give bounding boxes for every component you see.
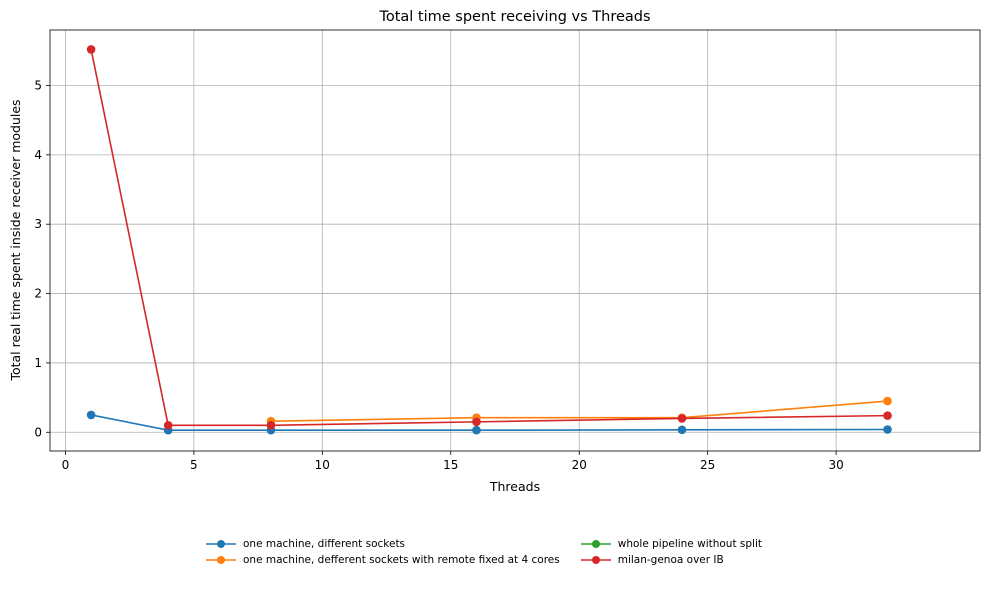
- legend-label: milan-genoa over IB: [617, 554, 724, 566]
- x-tick-label: 30: [828, 458, 843, 472]
- data-point: [883, 425, 892, 434]
- legend-swatch: [580, 540, 611, 548]
- series-3: [86, 45, 892, 430]
- y-tick-label: 1: [34, 356, 42, 370]
- legend-item: one machine, defferent sockets with remo…: [205, 554, 560, 566]
- data-point: [883, 396, 892, 406]
- series-line: [90, 414, 888, 431]
- chart-title: Total time spent receiving vs Threads: [378, 9, 650, 25]
- y-axis-label: Total real time spent inside receiver mo…: [8, 99, 23, 381]
- legend-label: whole pipeline without split: [617, 538, 763, 550]
- data-point: [86, 45, 96, 54]
- plot-frame: [49, 29, 981, 452]
- x-tick-label: 0: [62, 458, 70, 472]
- data-point: [883, 411, 892, 420]
- series-line: [90, 49, 888, 427]
- data-point: [86, 410, 96, 420]
- legend-item: one machine, different sockets: [205, 538, 560, 550]
- legend-swatch: [206, 540, 236, 548]
- ticks: 0 5 10 15 20 25 30 0 1 2 3 4 5: [34, 78, 843, 472]
- x-tick-label: 20: [572, 458, 587, 472]
- data-point: [677, 425, 687, 435]
- data-point: [677, 414, 687, 423]
- x-tick-label: 25: [700, 458, 715, 472]
- series: [86, 45, 892, 435]
- data-point: [472, 417, 481, 427]
- legend-item: whole pipeline without split: [580, 538, 762, 550]
- x-axis-label: Threads: [489, 479, 540, 494]
- legend-swatch: [206, 556, 236, 564]
- legend-label: one machine, different sockets: [243, 538, 406, 550]
- x-tick-label: 5: [190, 458, 198, 472]
- data-point: [163, 421, 173, 430]
- y-tick-label: 4: [34, 148, 42, 162]
- legend-swatch: [580, 556, 611, 564]
- x-tick-label: 15: [443, 458, 458, 472]
- series-0: [86, 410, 892, 435]
- x-tick-label: 10: [315, 458, 330, 472]
- data-point: [472, 425, 481, 435]
- legend: one machine, different sockets whole pipe…: [205, 538, 762, 566]
- series-line: [270, 400, 888, 422]
- grid: [50, 30, 980, 451]
- y-tick-label: 0: [34, 425, 42, 439]
- y-tick-label: 5: [34, 78, 42, 92]
- legend-label: one machine, defferent sockets with remo…: [243, 554, 560, 566]
- y-tick-label: 3: [34, 217, 42, 231]
- data-point: [266, 421, 276, 430]
- y-tick-label: 2: [34, 287, 42, 301]
- legend-item: milan-genoa over IB: [580, 554, 762, 566]
